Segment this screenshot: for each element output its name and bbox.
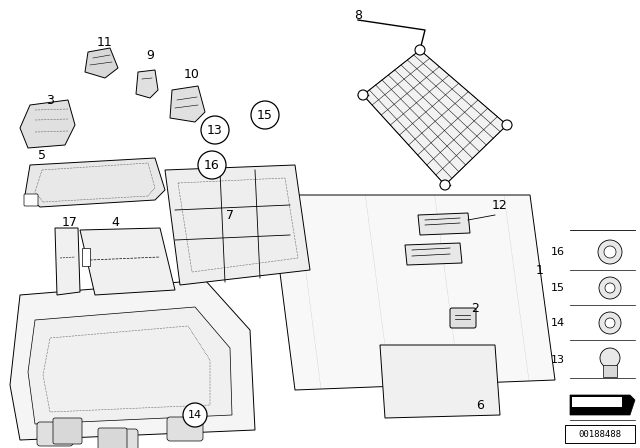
Polygon shape	[10, 280, 255, 440]
Text: 15: 15	[551, 283, 565, 293]
FancyBboxPatch shape	[82, 248, 90, 266]
Polygon shape	[136, 70, 158, 98]
Polygon shape	[380, 345, 500, 418]
Circle shape	[599, 312, 621, 334]
Text: 5: 5	[38, 148, 46, 161]
FancyBboxPatch shape	[565, 425, 635, 443]
Circle shape	[198, 151, 226, 179]
Text: 6: 6	[476, 399, 484, 412]
Circle shape	[201, 116, 229, 144]
Polygon shape	[55, 228, 80, 295]
Circle shape	[440, 180, 450, 190]
Circle shape	[358, 90, 368, 100]
Text: 4: 4	[111, 215, 119, 228]
Text: 7: 7	[226, 208, 234, 221]
Circle shape	[502, 120, 512, 130]
Polygon shape	[20, 100, 75, 148]
Circle shape	[605, 283, 615, 293]
Circle shape	[251, 101, 279, 129]
FancyBboxPatch shape	[98, 428, 127, 448]
Polygon shape	[363, 50, 507, 185]
Text: 12: 12	[492, 198, 508, 211]
Circle shape	[600, 348, 620, 368]
Text: 17: 17	[62, 215, 78, 228]
Polygon shape	[165, 165, 310, 285]
Polygon shape	[25, 158, 165, 207]
FancyBboxPatch shape	[53, 418, 82, 444]
Polygon shape	[418, 213, 470, 235]
Polygon shape	[270, 195, 555, 390]
Polygon shape	[80, 228, 175, 295]
Text: 8: 8	[354, 9, 362, 22]
Text: 14: 14	[551, 318, 565, 328]
Circle shape	[183, 403, 207, 427]
Text: 13: 13	[551, 355, 565, 365]
Polygon shape	[170, 86, 205, 122]
FancyBboxPatch shape	[102, 429, 138, 448]
Text: 1: 1	[536, 263, 544, 276]
FancyBboxPatch shape	[167, 417, 203, 441]
Text: 15: 15	[257, 108, 273, 121]
Polygon shape	[405, 243, 462, 265]
Polygon shape	[85, 48, 118, 78]
Polygon shape	[28, 307, 232, 424]
Text: 2: 2	[471, 302, 479, 314]
Text: 11: 11	[97, 35, 113, 48]
FancyBboxPatch shape	[572, 397, 622, 407]
Text: 10: 10	[184, 68, 200, 81]
Circle shape	[598, 240, 622, 264]
Text: 13: 13	[207, 124, 223, 137]
Polygon shape	[570, 395, 635, 415]
FancyBboxPatch shape	[603, 365, 617, 377]
Circle shape	[415, 45, 425, 55]
Text: 3: 3	[46, 94, 54, 107]
FancyBboxPatch shape	[37, 422, 73, 446]
Circle shape	[605, 318, 615, 328]
Text: 16: 16	[551, 247, 565, 257]
Text: 16: 16	[204, 159, 220, 172]
FancyBboxPatch shape	[450, 308, 476, 328]
Circle shape	[604, 246, 616, 258]
Text: 14: 14	[188, 410, 202, 420]
Text: 00188488: 00188488	[579, 430, 621, 439]
Text: 9: 9	[146, 48, 154, 61]
Circle shape	[599, 277, 621, 299]
FancyBboxPatch shape	[24, 194, 38, 206]
